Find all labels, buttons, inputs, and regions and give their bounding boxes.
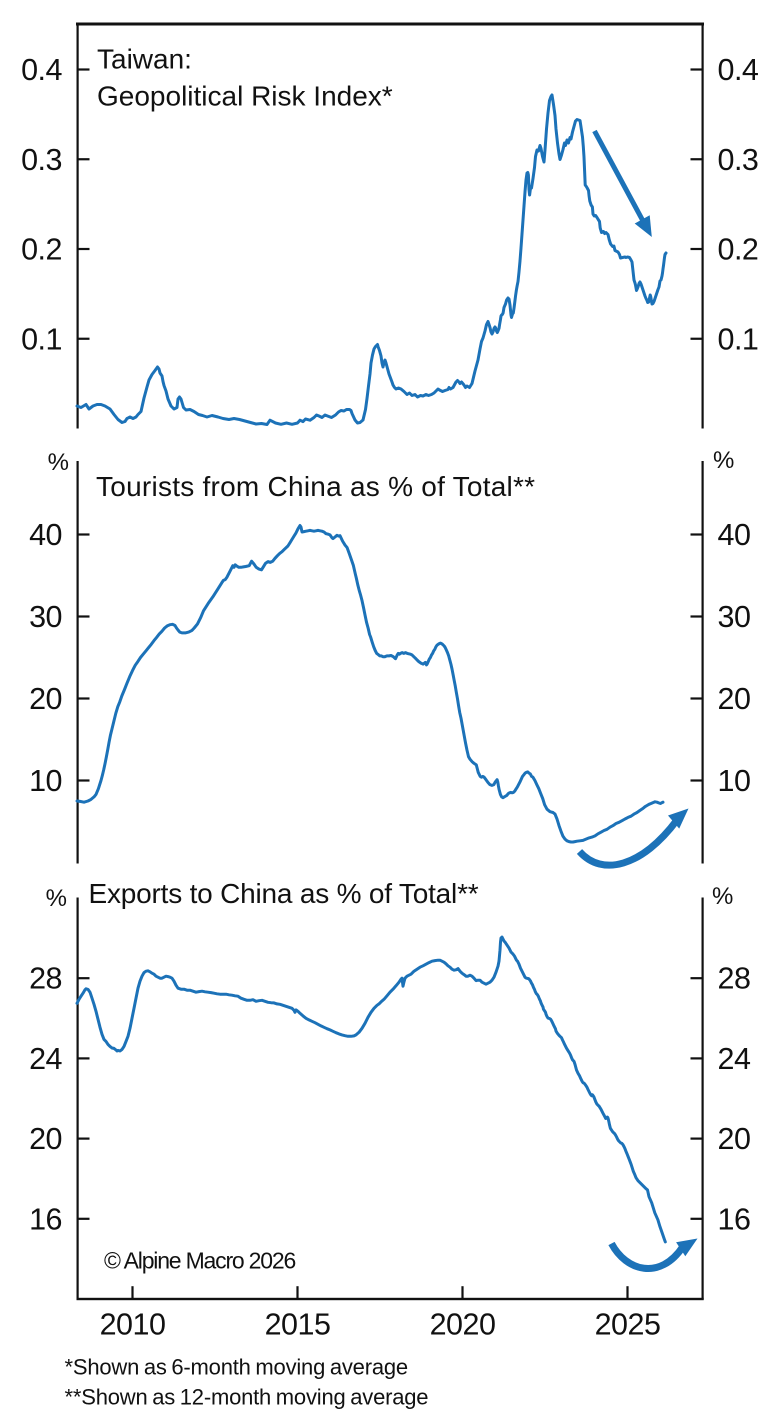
svg-text:%: %	[712, 883, 733, 910]
svg-text:0.3: 0.3	[21, 143, 62, 177]
svg-text:2010: 2010	[100, 1308, 166, 1342]
svg-text:24: 24	[718, 1042, 751, 1076]
svg-text:Tourists from China as % of To: Tourists from China as % of Total**	[96, 471, 535, 502]
svg-text:20: 20	[29, 1122, 62, 1156]
svg-text:20: 20	[718, 682, 751, 716]
svg-text:30: 30	[29, 600, 62, 634]
svg-text:10: 10	[718, 764, 751, 798]
svg-text:10: 10	[29, 764, 62, 798]
svg-text:**Shown as 12-month moving ave: **Shown as 12-month moving average	[65, 1385, 429, 1410]
svg-text:2015: 2015	[265, 1308, 331, 1342]
svg-text:0.2: 0.2	[718, 233, 759, 267]
svg-text:40: 40	[29, 518, 62, 552]
svg-text:30: 30	[718, 600, 751, 634]
svg-text:© Alpine Macro 2026: © Alpine Macro 2026	[104, 1248, 295, 1274]
svg-text:16: 16	[29, 1202, 62, 1236]
svg-text:28: 28	[718, 962, 751, 996]
svg-text:2025: 2025	[595, 1308, 661, 1342]
svg-text:0.4: 0.4	[718, 53, 759, 87]
svg-text:20: 20	[718, 1122, 751, 1156]
svg-text:20: 20	[29, 682, 62, 716]
svg-text:2020: 2020	[430, 1308, 496, 1342]
svg-text:%: %	[713, 447, 734, 474]
svg-text:0.3: 0.3	[718, 143, 759, 177]
svg-text:0.1: 0.1	[21, 322, 62, 356]
svg-text:%: %	[46, 885, 67, 912]
svg-text:Geopolitical Risk Index*: Geopolitical Risk Index*	[97, 81, 393, 112]
svg-text:40: 40	[718, 518, 751, 552]
svg-text:*Shown as 6-month moving avera: *Shown as 6-month moving average	[65, 1355, 408, 1380]
svg-text:24: 24	[29, 1042, 62, 1076]
svg-text:%: %	[48, 449, 69, 476]
svg-text:28: 28	[29, 962, 62, 996]
svg-text:Taiwan:: Taiwan:	[97, 44, 192, 75]
svg-text:Exports to China as % of Total: Exports to China as % of Total**	[89, 878, 479, 909]
svg-text:0.1: 0.1	[718, 322, 759, 356]
svg-text:0.2: 0.2	[21, 233, 62, 267]
svg-text:16: 16	[718, 1202, 751, 1236]
svg-text:0.4: 0.4	[21, 53, 62, 87]
